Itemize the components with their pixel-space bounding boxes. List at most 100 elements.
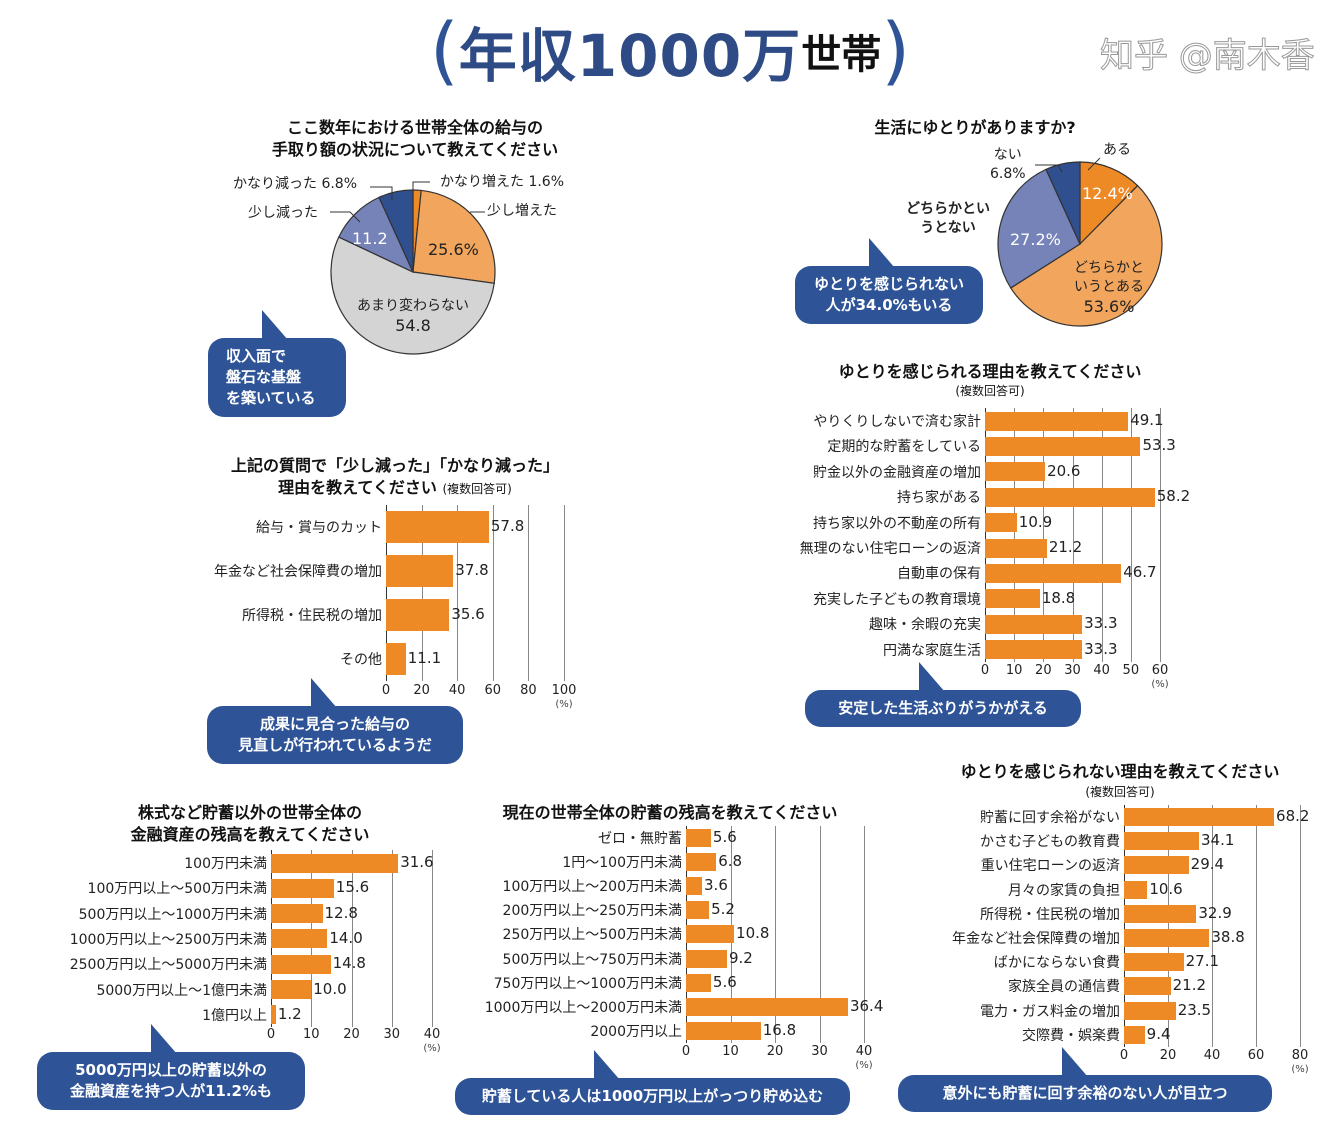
- category-label: 所得税・住民税の増加: [980, 906, 1120, 923]
- callout-text: 収入面で: [226, 347, 287, 365]
- callout-tail: [262, 310, 288, 340]
- data-label: 33.3: [1084, 614, 1118, 633]
- title-close-paren: ): [881, 8, 911, 94]
- title-line: 生活にゆとりがありますか?: [874, 118, 1076, 137]
- category-label: 充実した子どもの教育環境: [813, 591, 981, 608]
- chart-title-no-yutori-reasons: ゆとりを感じられない理由を教えてください (複数回答可): [910, 761, 1330, 801]
- data-label: 35.6: [451, 605, 485, 623]
- x-tick-label: 80: [1291, 1048, 1309, 1063]
- data-label: 1.2: [277, 1004, 302, 1023]
- gridline: [564, 505, 565, 681]
- data-label: 5.6: [712, 828, 737, 846]
- data-label: 6.8: [718, 852, 743, 871]
- x-tick-label: 10: [302, 1027, 320, 1042]
- x-tick-label: 80: [520, 683, 537, 698]
- data-label: 34.1: [1201, 831, 1235, 850]
- category-label: 円満な家庭生活: [883, 642, 981, 659]
- x-tick-label: 0: [1119, 1048, 1129, 1063]
- category-label: 500万円以上～1000万円未満: [78, 906, 267, 923]
- data-label: 20.6: [1047, 461, 1081, 480]
- category-label: 電力・ガス料金の増加: [980, 1003, 1120, 1020]
- gridline: [1130, 408, 1132, 663]
- category-label: 年金など社会保障費の増加: [952, 931, 1120, 947]
- leader-line: [1087, 157, 1101, 171]
- bar: [985, 487, 1155, 507]
- x-tick-label: 30: [811, 1044, 828, 1059]
- data-label: 21.2: [1048, 538, 1083, 556]
- pie-label: かなり減った 6.8%: [233, 176, 358, 192]
- bar: [386, 643, 406, 675]
- category-label: 持ち家以外の不動産の所有: [813, 515, 981, 532]
- category-label: その他: [340, 652, 382, 668]
- data-label: 10.0: [313, 979, 347, 998]
- pie-label: 少し増えた: [487, 203, 557, 219]
- data-label: 5.2: [711, 900, 735, 919]
- bar: [1124, 1001, 1176, 1020]
- callout-bubble: 意外にも貯蓄に回す余裕のない人が目立つ: [898, 1047, 1272, 1112]
- unit-label: (%): [855, 1060, 873, 1071]
- category-label: 250万円以上～500万円未満: [502, 927, 682, 944]
- data-label: 10.9: [1018, 512, 1053, 531]
- pie-value: 12.4%: [1082, 184, 1133, 203]
- data-label: 23.5: [1177, 1000, 1212, 1019]
- gridline: [1300, 804, 1301, 1047]
- title-line: 上記の質問で「少し減った」「かなり減った」: [230, 456, 559, 475]
- bar: [271, 929, 328, 949]
- leader-line: [1035, 164, 1063, 173]
- bar: [686, 973, 711, 992]
- data-label: 10.6: [1149, 879, 1183, 898]
- data-label: 37.8: [455, 561, 489, 579]
- gridline: [775, 825, 776, 1043]
- category-label: 年金など社会保障費の増加: [214, 564, 382, 580]
- bar: [985, 538, 1047, 558]
- bar: [1124, 953, 1184, 972]
- title-sub: 世帯: [801, 32, 882, 78]
- leader-line: [412, 181, 430, 192]
- pie-slice: [1045, 161, 1081, 245]
- unit-label: (%): [1151, 679, 1169, 690]
- category-label: 定期的な貯蓄をしている: [827, 439, 981, 456]
- pie-label: 少し減った: [248, 205, 318, 221]
- x-tick-label: 20: [1035, 663, 1052, 678]
- data-label: 14.8: [332, 954, 366, 973]
- category-label: 1億円以上: [202, 1007, 267, 1024]
- gridline: [864, 825, 865, 1043]
- data-label: 5.6: [712, 972, 737, 991]
- bar: [686, 901, 710, 920]
- callout-text: 貯蓄している人は1000万円以上がっつり貯め込む: [481, 1087, 824, 1105]
- gridline: [1043, 408, 1045, 663]
- x-tick-label: 40: [1093, 663, 1110, 678]
- gridline: [528, 505, 530, 681]
- x-tick-label: 20: [413, 683, 430, 698]
- gridline: [1256, 804, 1257, 1047]
- bar: [985, 411, 1129, 431]
- category-label: 200万円以上～250万円未満: [502, 903, 682, 920]
- bar: [271, 954, 331, 974]
- chart-title-financial-assets: 株式など貯蓄以外の世帯全体の 金融資産の残高を教えてください: [40, 802, 460, 846]
- category-label: ばかにならない食費: [993, 955, 1120, 972]
- bar: [386, 599, 450, 631]
- x-tick-label: 30: [383, 1027, 401, 1042]
- bar: [1124, 904, 1197, 923]
- x-tick-label: 0: [381, 683, 391, 698]
- x-tick-label: 0: [980, 663, 990, 678]
- x-tick-label: 20: [343, 1027, 360, 1042]
- data-label: 14.0: [329, 928, 363, 947]
- callout-tail: [151, 1024, 177, 1054]
- category-label: 1000万円以上～2500万円未満: [69, 931, 267, 948]
- pie-slice: [1079, 161, 1139, 246]
- x-tick-label: 20: [766, 1044, 784, 1059]
- category-label: 交際費・娯楽費: [1022, 1027, 1120, 1044]
- bar: [985, 614, 1083, 634]
- chart-title-savings: 現在の世帯全体の貯蓄の残高を教えてください: [460, 802, 880, 824]
- x-tick-label: 0: [681, 1044, 691, 1059]
- data-label: 21.2: [1172, 976, 1207, 995]
- chart-title-decrease-reasons: 上記の質問で「少し減った」「かなり減った」 理由を教えてください (複数回答可): [170, 455, 620, 500]
- pie-label: ある: [1103, 142, 1131, 158]
- callout-bubble: 安定した生活ぶりがうかがえる: [805, 662, 1081, 727]
- pie-label: ない 6.8%: [990, 147, 1026, 182]
- x-tick-label: 40: [855, 1044, 873, 1059]
- pie-value: 27.2%: [1010, 230, 1061, 249]
